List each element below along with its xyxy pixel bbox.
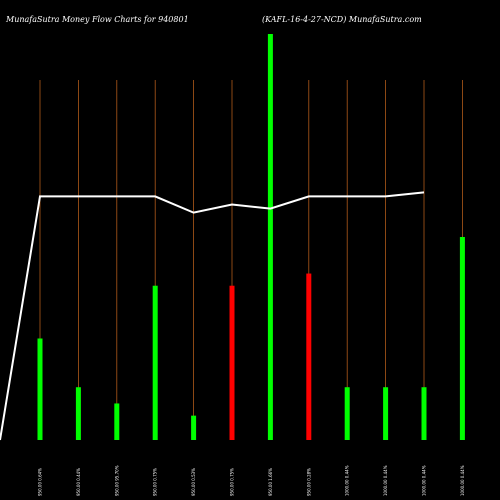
chart-subtitle: (KAFL-16-4-27-NCD) MunafaSutra.com (262, 15, 422, 24)
x-tick-label: 950.00 0.53% (191, 468, 196, 496)
x-tick-label: 1000.00 0.44% (460, 465, 465, 496)
x-tick-label: 950.00 0.64% (38, 468, 43, 496)
money-flow-bar (421, 387, 427, 440)
x-tick-label: 950.00 0.44% (76, 468, 81, 496)
x-tick-labels: 950.00 0.64% 950.00 0.44% 950.00 95.70% 950… (38, 465, 465, 496)
money-flow-line (0, 191, 425, 441)
gridlines (39, 80, 463, 440)
chart-title: MunafaSutra Money Flow Charts for 940801 (5, 15, 189, 24)
x-tick-label: 1000.00 0.44% (383, 465, 388, 496)
money-flow-bar (267, 34, 273, 440)
x-tick-label: 950.00 1.66% (268, 468, 273, 496)
money-flow-bar (191, 415, 197, 440)
x-tick-label: 1000.00 0.44% (345, 465, 350, 496)
x-tick-label: 950.00 0.75% (153, 468, 158, 496)
money-flow-bar (152, 285, 158, 440)
money-flow-bar (459, 237, 465, 440)
money-flow-bar (344, 387, 350, 440)
money-flow-bar (229, 285, 235, 440)
x-tick-label: 950.00 95.70% (114, 465, 119, 496)
money-flow-bar (383, 387, 389, 440)
x-tick-label: 950.00 0.75% (230, 468, 235, 496)
x-tick-label: 1000.00 0.44% (422, 465, 427, 496)
money-flow-bar (306, 273, 312, 440)
bars (37, 34, 465, 440)
money-flow-bar (37, 338, 43, 440)
x-tick-label: 950.00 0.28% (306, 468, 311, 496)
money-flow-bar (114, 403, 120, 440)
money-flow-bar (75, 387, 81, 440)
